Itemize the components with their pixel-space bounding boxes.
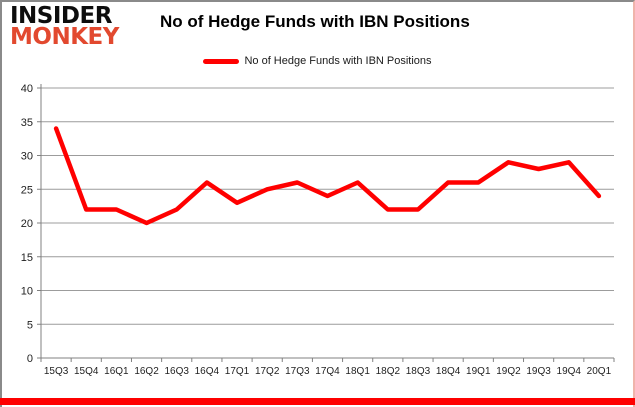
y-axis-label-30: 30 <box>21 151 33 163</box>
x-axis-label-18Q3: 18Q3 <box>406 366 431 377</box>
y-axis-label-15: 15 <box>21 252 33 264</box>
data-series-line <box>53 126 602 226</box>
y-axis-label-0: 0 <box>27 353 33 365</box>
y-axis-label-10: 10 <box>21 286 33 298</box>
legend-line-swatch <box>203 58 240 64</box>
legend-label: No of Hedge Funds with IBN Positions <box>244 55 432 67</box>
x-axis-label-18Q1: 18Q1 <box>345 366 370 377</box>
x-axis-label-16Q2: 16Q2 <box>134 366 159 377</box>
x-axis-label-17Q3: 17Q3 <box>285 366 310 377</box>
x-axis-label-19Q2: 19Q2 <box>496 366 521 377</box>
x-axis-label-18Q2: 18Q2 <box>376 366 401 377</box>
y-axis-label-20: 20 <box>21 218 33 230</box>
y-axis-label-40: 40 <box>21 83 33 95</box>
x-axis-label-15Q4: 15Q4 <box>74 366 99 377</box>
x-axis-label-17Q1: 17Q1 <box>225 366 250 377</box>
x-axis-label-20Q1: 20Q1 <box>587 366 612 377</box>
x-axis-label-19Q1: 19Q1 <box>466 366 491 377</box>
y-axis-label-35: 35 <box>21 117 33 129</box>
x-axis-label-15Q3: 15Q3 <box>44 366 69 377</box>
logo-monkey-text: MONKEY <box>10 24 119 51</box>
x-axis-label-16Q4: 16Q4 <box>195 366 220 377</box>
x-axis-label-16Q1: 16Q1 <box>104 366 129 377</box>
logo-insider-text: INSIDER <box>10 3 112 29</box>
x-axis-label-19Q3: 19Q3 <box>526 366 551 377</box>
insider-monkey-logo: INSIDER MONKEY <box>10 3 119 51</box>
x-axis-label-17Q2: 17Q2 <box>255 366 280 377</box>
x-axis-label-17Q4: 17Q4 <box>315 366 340 377</box>
x-axis-label-18Q4: 18Q4 <box>436 366 461 377</box>
y-axis-label-5: 5 <box>27 319 33 331</box>
bottom-red-bar <box>0 398 635 405</box>
line-chart: 0 5 10 15 20 25 30 35 40 15Q3 15Q4 16Q1 16Q2 16Q3 16Q4… <box>21 83 615 377</box>
y-axis-label-25: 25 <box>21 184 33 196</box>
chart-legend: No of Hedge Funds with IBN Positions <box>0 53 635 69</box>
x-axis-label-19Q4: 19Q4 <box>557 366 582 377</box>
chart-title: No of Hedge Funds with IBN Positions <box>160 12 470 31</box>
x-axis-label-16Q3: 16Q3 <box>164 366 189 377</box>
